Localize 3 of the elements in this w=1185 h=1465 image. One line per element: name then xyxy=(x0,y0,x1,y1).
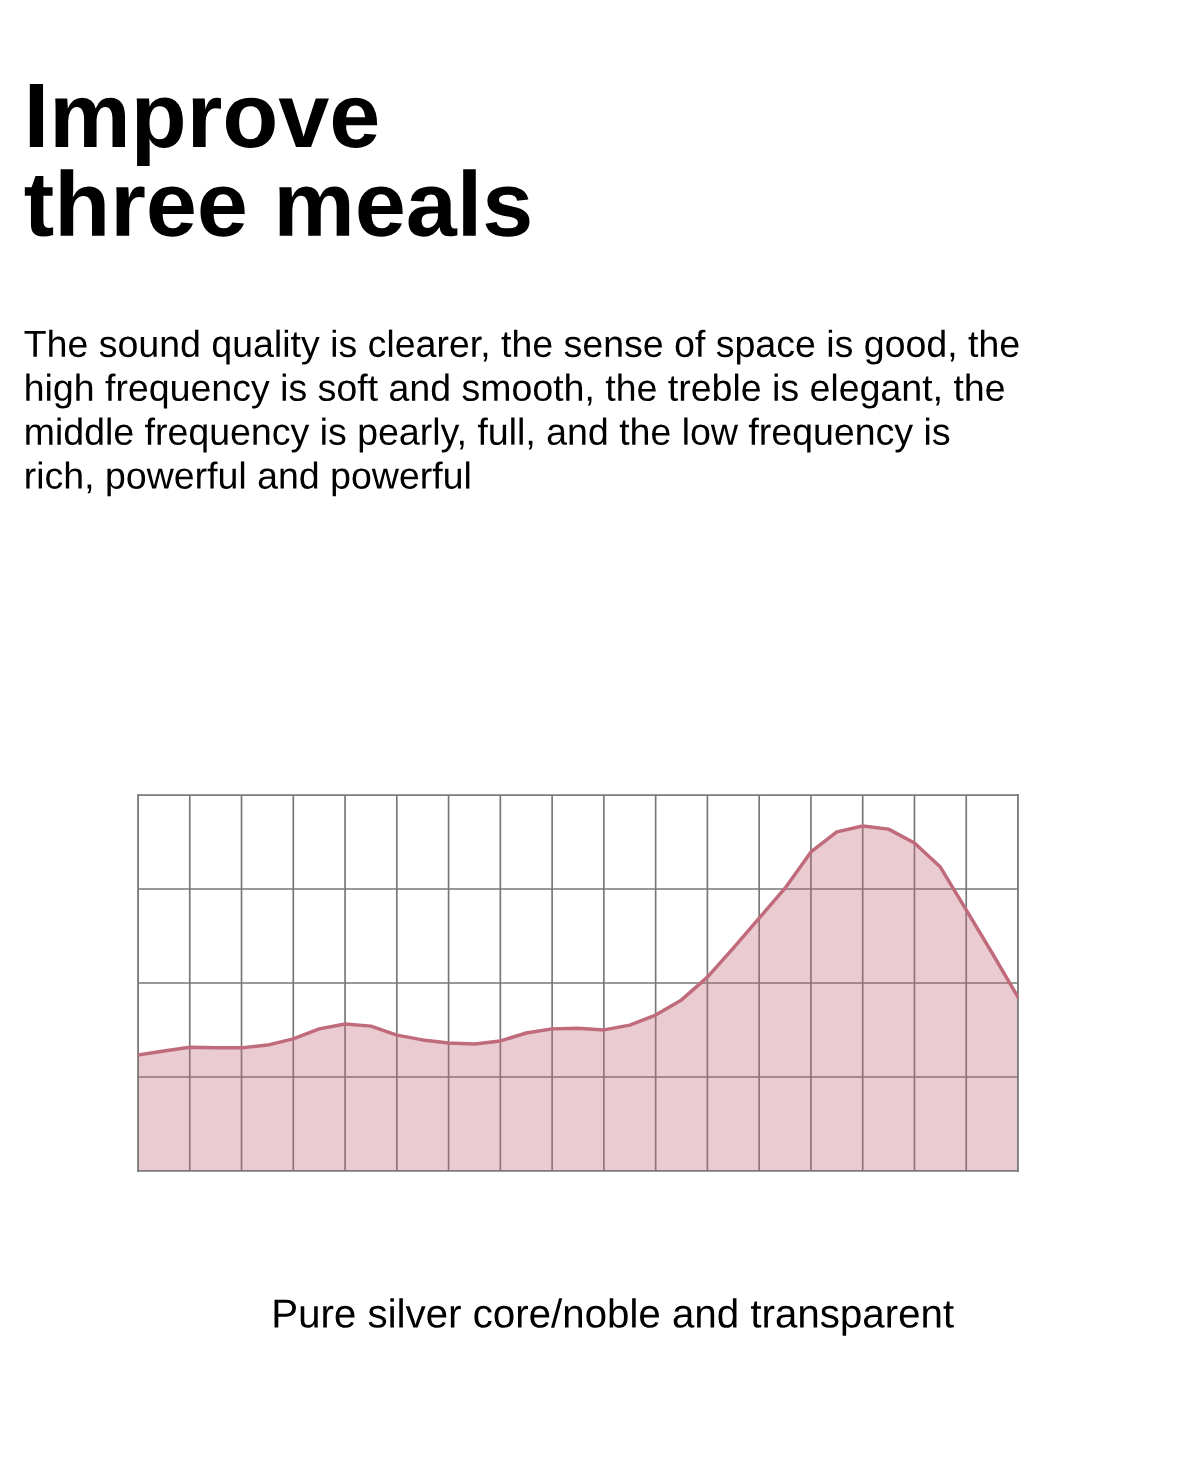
chart-title: Improve three meals xyxy=(24,83,530,237)
text: Pure silver core/noble and transparent xyxy=(274,1298,954,1336)
chart-subtitle: The sound quality is clearer, the sense of space is good, the high frequency is soft and smooth, the treble is elegant, the middle frequency is pearly, full, and the low frequency is rich, powerful and powerful xyxy=(24,329,1019,497)
